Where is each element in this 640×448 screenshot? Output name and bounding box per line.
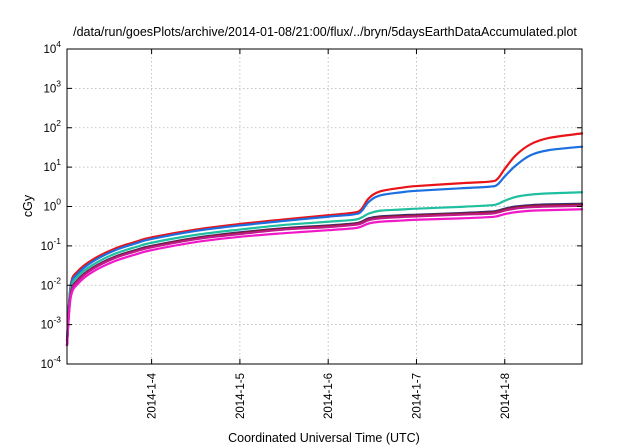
x-tick-label: 2014-1-6 [323,373,335,419]
y-tick-label: 104 [43,39,61,56]
series-group [65,132,584,347]
y-tick-label: 10-4 [41,354,62,371]
y-tick-label: 102 [43,118,61,135]
x-axis-ticks: 2014-1-4 2014-1-5 2014-1-6 2014-1-7 2014-1-8 [147,49,512,419]
x-tick-label: 2014-1-4 [147,372,159,419]
x-axis-label: Coordinated Universal Time (UTC) [228,431,420,445]
series-line-1 [65,132,584,342]
y-axis-ticks: 10-4 10-3 10-2 10-1 100 101 102 103 104 [41,39,582,371]
x-tick-label: 2014-1-7 [411,373,423,419]
grid [67,49,582,364]
y-axis-label: cGy [21,194,35,217]
y-tick-label: 10-1 [41,236,62,253]
y-tick-label: 101 [43,157,61,174]
y-tick-label: 103 [43,78,61,95]
y-tick-label: 10-2 [41,275,62,292]
y-tick-label: 10-3 [41,315,62,332]
series-line-2 [65,145,584,342]
series-line-3 [65,191,584,342]
chart-title: /data/run/goesPlots/archive/2014-01-08/2… [73,25,577,39]
series-line-7 [65,208,584,347]
x-tick-label: 2014-1-8 [500,373,512,419]
y-tick-label: 100 [43,197,61,214]
series-line-6 [65,204,584,347]
x-tick-label: 2014-1-5 [235,373,247,419]
